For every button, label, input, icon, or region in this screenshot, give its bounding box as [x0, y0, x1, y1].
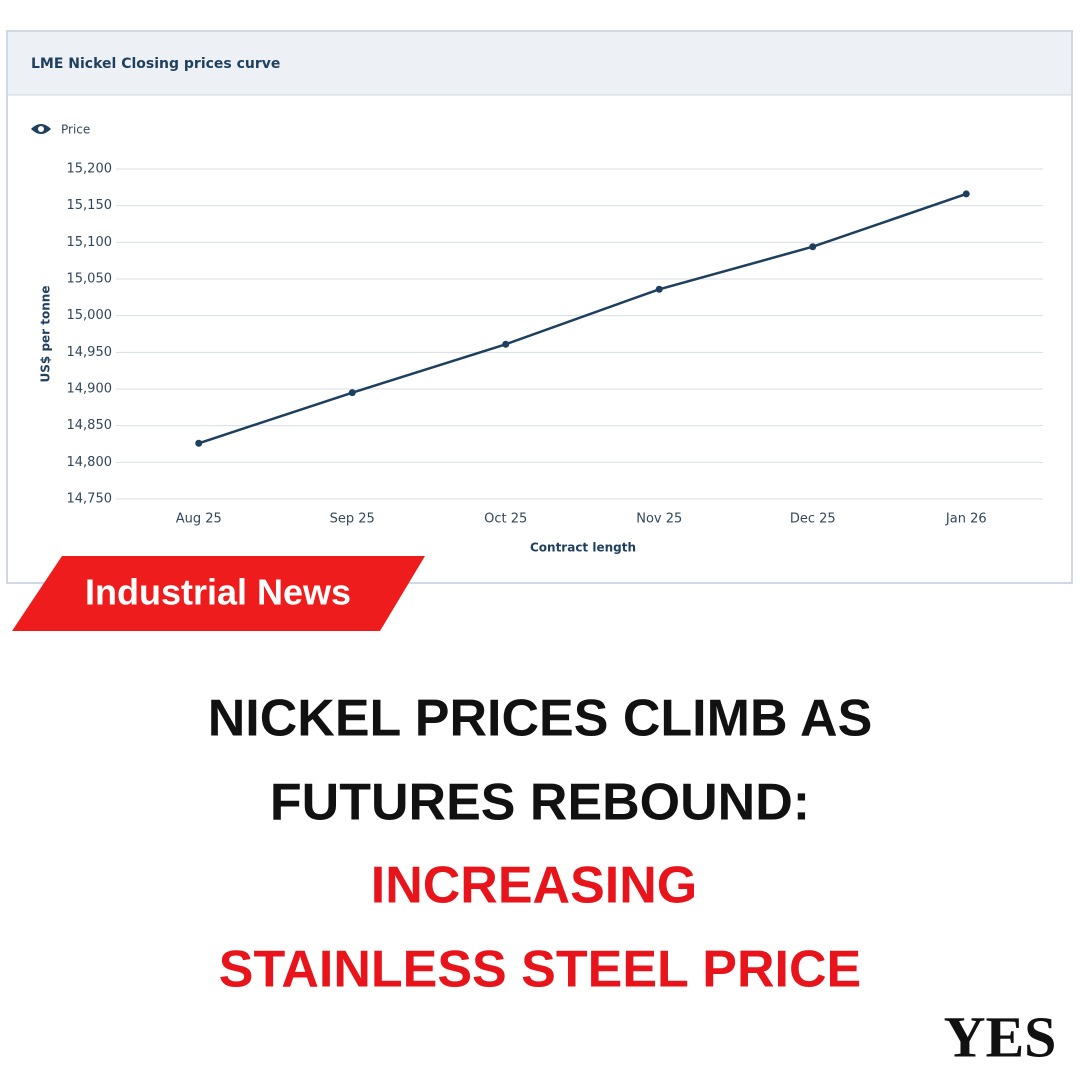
x-tick-label: Aug 25 [176, 512, 222, 527]
point [502, 340, 510, 348]
chart-panel [6, 30, 1073, 584]
y-tick-label: 15,050 [67, 272, 113, 287]
point [809, 243, 817, 251]
y-tick-label: 15,150 [67, 198, 113, 213]
chart-title: LME Nickel Closing prices curve [31, 56, 280, 72]
headline-line: NICKEL PRICES CLIMB AS [208, 690, 873, 748]
x-tick-label: Jan 26 [945, 512, 987, 527]
x-tick-label: Nov 25 [636, 512, 682, 527]
y-tick-label: 14,750 [67, 492, 113, 507]
logo: YES [944, 1004, 1057, 1069]
y-tick-label: 15,100 [67, 235, 113, 250]
headline-highlight: INCREASING [371, 857, 697, 915]
y-axis-label: US$ per tonne [39, 286, 53, 383]
x-tick-label: Sep 25 [330, 512, 375, 527]
y-tick-label: 15,000 [67, 308, 113, 323]
y-tick-label: 14,950 [67, 345, 113, 360]
point [195, 439, 203, 447]
legend-icon-pupil [38, 126, 44, 132]
banner-shape [12, 556, 425, 631]
headline-highlight: STAINLESS STEEL PRICE [219, 941, 861, 999]
chart-header [8, 32, 1071, 95]
point [655, 285, 663, 293]
y-tick-label: 15,200 [67, 162, 113, 177]
x-tick-label: Dec 25 [790, 512, 836, 527]
y-tick-label: 14,800 [67, 455, 113, 470]
legend[interactable]: Price [31, 123, 90, 137]
line [198, 192, 967, 445]
point [962, 190, 970, 198]
x-tick-label: Oct 25 [484, 512, 527, 527]
headline-line: FUTURES REBOUND: [270, 774, 810, 832]
point [348, 389, 356, 397]
y-tick-label: 14,850 [67, 418, 113, 433]
x-axis-label: Contract length [530, 541, 636, 555]
y-tick-label: 14,900 [67, 382, 113, 397]
legend-label[interactable]: Price [61, 123, 90, 137]
banner-text: Industrial News [85, 572, 351, 613]
plot: 14,750 14,800 14,850 14,900 14,950 15,000 15,0… [67, 162, 1043, 527]
